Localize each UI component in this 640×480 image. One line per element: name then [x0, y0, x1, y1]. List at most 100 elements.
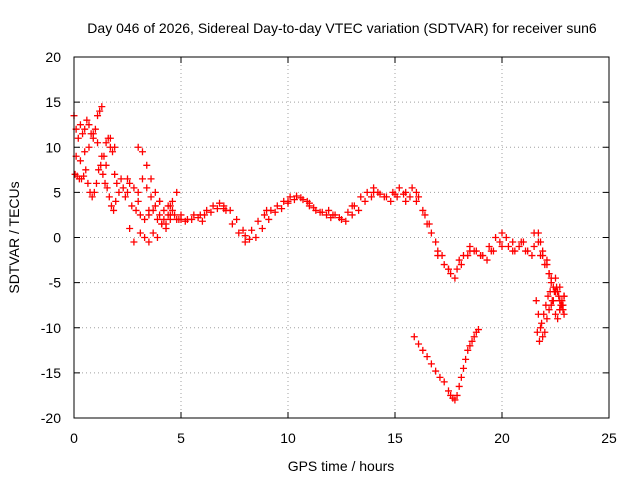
data-point — [412, 188, 420, 196]
data-point — [245, 235, 253, 243]
data-point — [537, 324, 545, 332]
data-point — [419, 346, 427, 354]
data-point — [110, 206, 118, 214]
y-tick-label: 20 — [45, 49, 61, 65]
data-point — [367, 193, 375, 201]
data-point — [515, 243, 523, 251]
data-point — [113, 179, 121, 187]
data-point — [128, 202, 136, 210]
data-point — [98, 103, 106, 111]
data-point — [468, 337, 476, 345]
data-point — [81, 125, 89, 133]
data-point — [522, 247, 530, 255]
data-point — [76, 157, 84, 165]
y-tick-label: -20 — [41, 410, 61, 426]
data-point — [543, 315, 551, 323]
data-point — [209, 202, 217, 210]
data-point — [207, 208, 215, 216]
data-point — [134, 143, 142, 151]
data-point — [119, 184, 127, 192]
data-point — [190, 211, 198, 219]
y-tick-label: -5 — [49, 275, 62, 291]
data-point — [80, 172, 88, 180]
x-tick-label: 10 — [280, 430, 296, 446]
data-point — [84, 179, 92, 187]
data-point — [432, 367, 440, 375]
data-point — [323, 211, 331, 219]
data-point — [556, 297, 564, 305]
data-point — [457, 373, 465, 381]
data-point — [96, 107, 104, 115]
data-point — [198, 217, 206, 225]
data-point — [474, 326, 482, 334]
x-tick-label: 0 — [70, 430, 78, 446]
data-markers — [70, 103, 568, 404]
data-point — [498, 229, 506, 237]
data-point — [534, 238, 542, 246]
data-point — [464, 346, 472, 354]
data-point — [220, 205, 228, 213]
data-point — [327, 214, 335, 222]
data-point — [453, 391, 461, 399]
data-point — [85, 143, 93, 151]
data-point — [160, 206, 168, 214]
y-tick-label: 15 — [45, 94, 61, 110]
data-point — [419, 206, 427, 214]
data-point — [440, 378, 448, 386]
data-point — [94, 139, 102, 147]
data-point — [509, 247, 517, 255]
data-point — [102, 161, 110, 169]
data-point — [101, 179, 109, 187]
data-point — [447, 270, 455, 278]
data-point — [117, 175, 125, 183]
data-point — [162, 224, 170, 232]
data-point — [445, 265, 452, 273]
data-point — [325, 206, 333, 214]
data-point — [81, 148, 89, 156]
data-point — [213, 205, 221, 213]
data-point — [151, 202, 159, 210]
data-point — [121, 193, 129, 201]
data-point — [545, 306, 553, 314]
data-point — [415, 340, 423, 348]
data-point — [151, 188, 159, 196]
data-point — [415, 193, 423, 201]
data-point — [544, 292, 552, 300]
data-point — [164, 202, 172, 210]
data-point — [427, 360, 435, 368]
data-point — [278, 205, 286, 213]
data-point — [427, 229, 435, 237]
data-point — [156, 197, 164, 205]
data-point — [335, 214, 343, 222]
data-point — [552, 310, 559, 318]
data-point — [284, 197, 292, 205]
data-point — [293, 192, 301, 200]
data-point — [539, 333, 547, 341]
data-point — [560, 310, 568, 318]
data-point — [305, 199, 313, 207]
data-point — [391, 190, 399, 198]
y-tick-label: 10 — [45, 139, 61, 155]
data-point — [496, 238, 504, 246]
data-point — [519, 238, 527, 246]
data-point — [533, 328, 541, 336]
data-point — [485, 243, 493, 251]
y-axis-label: SDTVAR / TECUs — [6, 181, 22, 293]
data-point — [557, 301, 565, 309]
data-point — [105, 193, 113, 201]
data-point — [74, 134, 82, 142]
data-point — [138, 175, 146, 183]
x-axis-label: GPS time / hours — [288, 458, 395, 474]
data-point — [498, 243, 506, 251]
data-point — [156, 211, 164, 219]
data-point — [265, 215, 273, 223]
data-point — [130, 238, 138, 246]
data-point — [316, 208, 324, 216]
data-point — [147, 193, 155, 201]
data-point — [111, 143, 119, 151]
data-point — [168, 197, 176, 205]
data-point — [408, 184, 416, 192]
data-point — [423, 353, 431, 361]
data-point — [241, 238, 249, 246]
x-tick-label: 5 — [177, 430, 185, 446]
